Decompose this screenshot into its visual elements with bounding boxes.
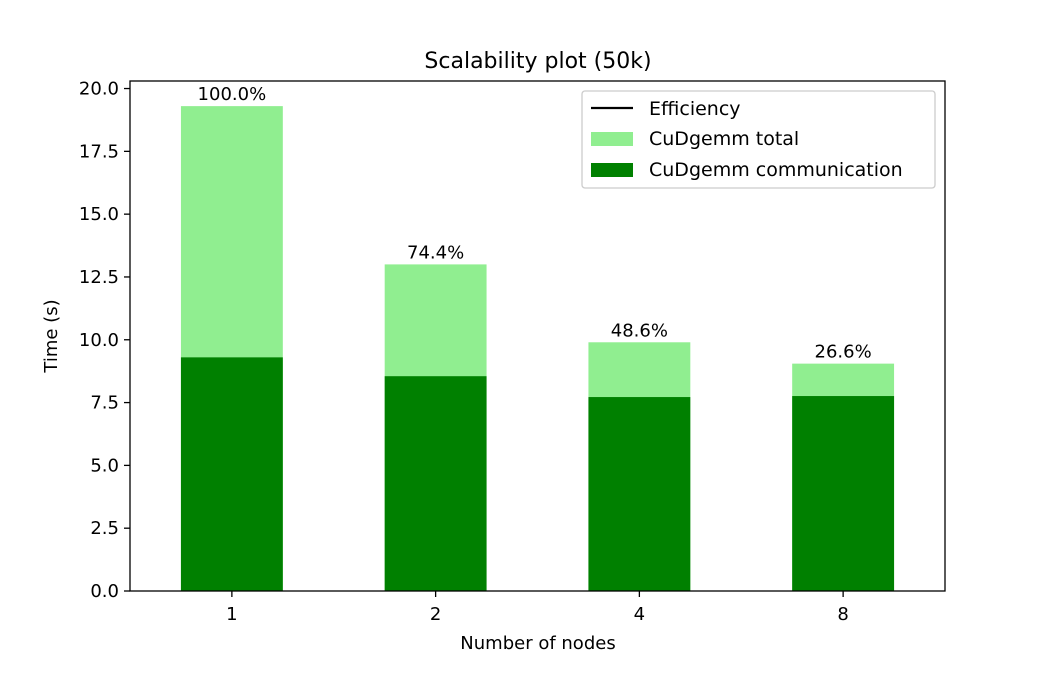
y-tick-label: 7.5 xyxy=(90,393,119,414)
y-tick-label: 12.5 xyxy=(79,267,119,288)
bar-communication-2 xyxy=(384,376,487,591)
legend-efficiency-label: Efficiency xyxy=(649,98,741,120)
y-axis-label: Time (s) xyxy=(41,299,62,373)
legend-box xyxy=(581,90,936,189)
x-tick-label: 8 xyxy=(837,604,848,625)
legend-communication-label: CuDgemm communication xyxy=(649,159,903,181)
x-tick-label: 4 xyxy=(634,604,645,625)
x-axis: 1 2 4 8 xyxy=(226,591,849,625)
bar-communication-4 xyxy=(588,397,691,591)
x-axis-label: Number of nodes xyxy=(460,633,615,654)
bar-communication-8 xyxy=(792,396,895,591)
y-tick-label: 5.0 xyxy=(90,455,119,476)
y-tick-label: 10.0 xyxy=(79,330,119,351)
legend: Efficiency CuDgemm total CuDgemm communi… xyxy=(581,90,936,189)
y-tick-label: 15.0 xyxy=(79,204,119,225)
bar-communication-1 xyxy=(180,357,283,591)
efficiency-label-1: 100.0% xyxy=(198,84,267,105)
efficiency-label-2: 74.4% xyxy=(407,242,464,263)
efficiency-label-4: 48.6% xyxy=(611,320,668,341)
y-tick-label: 17.5 xyxy=(79,141,119,162)
legend-total-label: CuDgemm total xyxy=(649,128,799,150)
y-axis: 0.0 2.5 5.0 7.5 10.0 12.5 15.0 17.5 20.0 xyxy=(79,79,130,602)
legend-total-swatch xyxy=(591,132,633,146)
x-tick-label: 2 xyxy=(430,604,441,625)
y-tick-label: 2.5 xyxy=(90,518,119,539)
y-tick-label: 20.0 xyxy=(79,79,119,100)
chart-title: Scalability plot (50k) xyxy=(424,49,651,74)
plot-frame xyxy=(129,80,946,592)
data-labels-layer: 100.0% 74.4% 48.6% 26.6% xyxy=(198,84,872,363)
legend-communication-swatch xyxy=(591,163,633,177)
efficiency-label-8: 26.6% xyxy=(815,342,872,363)
y-tick-label: 0.0 xyxy=(90,581,119,602)
x-tick-label: 1 xyxy=(226,604,237,625)
bars-layer xyxy=(180,106,895,591)
